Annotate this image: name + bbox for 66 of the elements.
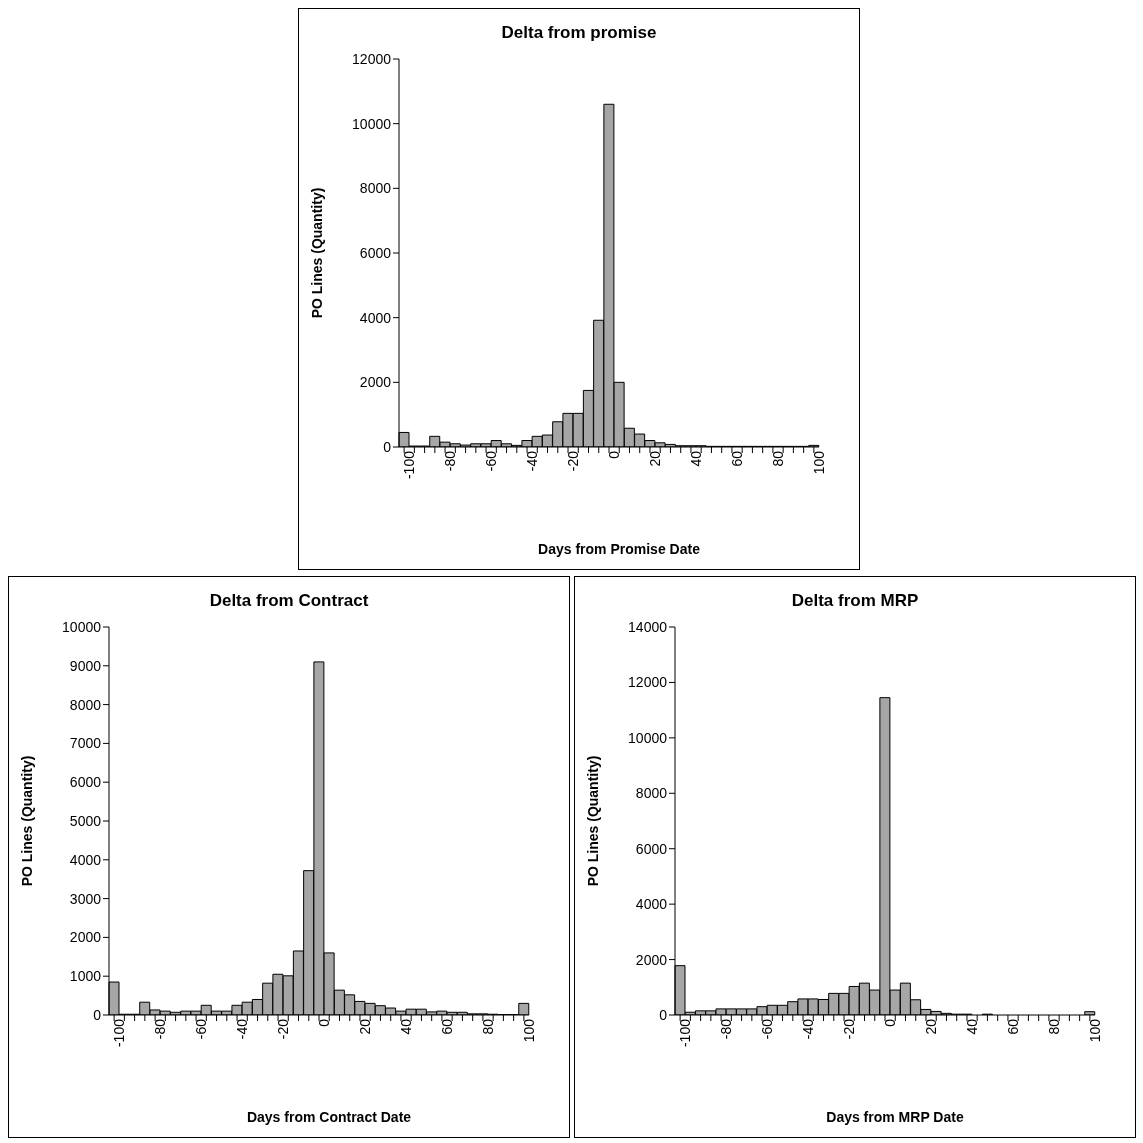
x-tick-label: -60	[483, 450, 500, 472]
y-tick-label: 1000	[69, 968, 102, 985]
y-tick-label: 6000	[69, 774, 102, 791]
y-tick-label: 9000	[69, 657, 102, 674]
y-tick-label: 2000	[69, 929, 102, 946]
x-axis-title: Days from Promise Date	[537, 541, 701, 557]
x-tick-label: 0	[881, 1018, 898, 1027]
y-axis-title: PO Lines (Quantity)	[584, 755, 601, 887]
x-tick-label: 40	[687, 450, 704, 467]
x-tick-label: 80	[769, 450, 786, 467]
x-tick-label: 80	[1045, 1018, 1062, 1035]
x-tick-label: 100	[520, 1018, 537, 1043]
x-tick-label: 60	[438, 1018, 455, 1035]
x-tick-label: 60	[1004, 1018, 1021, 1035]
x-tick-label: -20	[564, 450, 581, 472]
y-tick-label: 4000	[635, 896, 668, 913]
y-tick-label: 2000	[359, 374, 392, 391]
y-tick-label: 5000	[69, 812, 102, 829]
x-tick-label: -100	[111, 1018, 128, 1048]
y-tick-label: 8000	[359, 180, 392, 197]
x-tick-label: -60	[759, 1018, 776, 1040]
x-tick-label: -80	[152, 1018, 169, 1040]
y-axis-title: PO Lines (Quantity)	[308, 187, 325, 319]
x-tick-label: 20	[646, 450, 663, 467]
chart-title: Delta from MRP	[790, 591, 920, 611]
x-tick-label: -20	[840, 1018, 857, 1040]
y-tick-label: 10000	[352, 115, 392, 132]
x-axis-title: Days from Contract Date	[245, 1109, 413, 1125]
x-tick-label: 100	[810, 450, 827, 475]
y-tick-label: 10000	[62, 618, 102, 635]
y-tick-label: 7000	[69, 735, 102, 752]
x-tick-label: 40	[963, 1018, 980, 1035]
y-tick-label: 14000	[628, 618, 668, 635]
y-tick-label: 8000	[69, 696, 102, 713]
y-tick-label: 6000	[359, 244, 392, 261]
y-tick-label: 4000	[359, 309, 392, 326]
x-tick-label: 20	[356, 1018, 373, 1035]
x-tick-label: 20	[922, 1018, 939, 1035]
x-tick-label: -40	[233, 1018, 250, 1040]
y-tick-label: 12000	[352, 50, 392, 67]
y-tick-label: 2000	[635, 951, 668, 968]
x-tick-label: -80	[718, 1018, 735, 1040]
x-tick-label: -100	[677, 1018, 694, 1048]
x-tick-label: -60	[193, 1018, 210, 1040]
chart-title: Delta from promise	[500, 23, 658, 43]
y-tick-label: 0	[383, 438, 392, 455]
x-axis-title: Days from MRP Date	[825, 1109, 965, 1125]
x-tick-label: -80	[442, 450, 459, 472]
x-tick-label: 100	[1086, 1018, 1103, 1043]
y-tick-label: 6000	[635, 840, 668, 857]
x-tick-label: 0	[605, 450, 622, 459]
y-tick-label: 10000	[628, 729, 668, 746]
x-tick-label: -100	[401, 450, 418, 480]
x-tick-label: 40	[397, 1018, 414, 1035]
x-tick-label: -20	[274, 1018, 291, 1040]
x-tick-label: 0	[315, 1018, 332, 1027]
y-tick-label: 4000	[69, 851, 102, 868]
y-axis-title: PO Lines (Quantity)	[18, 755, 35, 887]
x-tick-label: -40	[523, 450, 540, 472]
chart-title: Delta from Contract	[208, 591, 370, 611]
y-tick-label: 8000	[635, 785, 668, 802]
x-tick-label: -40	[799, 1018, 816, 1040]
y-tick-label: 3000	[69, 890, 102, 907]
y-tick-label: 12000	[628, 674, 668, 691]
x-tick-label: 80	[479, 1018, 496, 1035]
x-tick-label: 60	[728, 450, 745, 467]
